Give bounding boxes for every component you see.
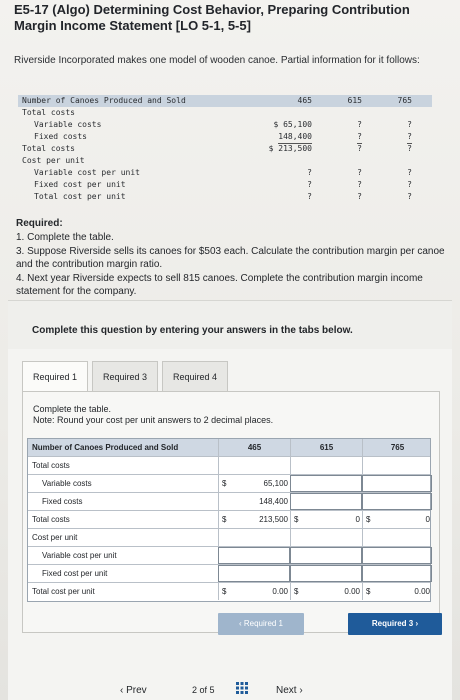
total-costs-465: $ 213,500 <box>218 511 290 528</box>
prev-required-button[interactable]: ‹ Required 1 <box>218 613 304 635</box>
currency-symbol: $ <box>222 479 227 488</box>
tab-panel: Complete the table. Note: Round your cos… <box>22 391 440 633</box>
instructions: Complete the table. Note: Round your cos… <box>33 404 273 426</box>
problem-row: Fixed costs 148,400 ? ? <box>18 131 432 144</box>
variable-costs-615-input[interactable] <box>290 475 362 492</box>
page-indicator: 2 of 5 <box>192 685 215 695</box>
table-row: Variable costs $ 65,100 <box>28 475 432 493</box>
table-row: Variable cost per unit <box>28 547 432 565</box>
required-item: 1. Complete the table. <box>16 232 114 243</box>
problem-row: Total costs <box>22 108 75 117</box>
next-question-button[interactable]: Next › <box>276 685 303 696</box>
currency-symbol: $ <box>222 587 227 596</box>
next-required-button[interactable]: Required 3 › <box>348 613 442 635</box>
problem-row: Cost per unit <box>22 156 85 165</box>
fixed-cpu-615-input[interactable] <box>290 565 362 582</box>
currency-symbol: $ <box>222 515 227 524</box>
total-cpu-615: $ 0.00 <box>290 583 362 600</box>
table-row: Fixed cost per unit <box>28 565 432 583</box>
answer-header-row: Number of Canoes Produced and Sold 465 6… <box>28 439 430 457</box>
total-cpu-465: $ 0.00 <box>218 583 290 600</box>
currency-symbol: $ <box>294 515 299 524</box>
variable-cpu-615-input[interactable] <box>290 547 362 564</box>
card-heading-text: Complete this question by entering your … <box>32 325 353 336</box>
tab-required-3[interactable]: Required 3 <box>92 361 158 391</box>
problem-intro: Riverside Incorporated makes one model o… <box>14 55 420 66</box>
card-heading: Complete this question by entering your … <box>8 301 452 349</box>
problem-row: Number of Canoes Produced and Sold 465 6… <box>18 95 432 107</box>
tab-required-1[interactable]: Required 1 <box>22 361 88 393</box>
fixed-costs-465: 148,400 <box>218 493 290 510</box>
fixed-cpu-465-input[interactable] <box>218 565 290 582</box>
problem-row: Total costs $ 213,500 ? ? <box>22 144 412 153</box>
fixed-costs-765-input[interactable] <box>362 493 432 510</box>
variable-cpu-765-input[interactable] <box>362 547 432 564</box>
currency-symbol: $ <box>294 587 299 596</box>
table-row: Total costs <box>28 457 430 475</box>
instruction-line: Complete the table. <box>33 404 112 414</box>
table-row: Total costs $ 213,500 $ 0 $ 0 <box>28 511 430 529</box>
table-row: Total cost per unit $ 0.00 $ 0.00 $ 0.00 <box>28 583 430 601</box>
total-costs-765: $ 0 <box>362 511 432 528</box>
table-row: Fixed costs 148,400 <box>28 493 432 511</box>
answer-header-label: Number of Canoes Produced and Sold <box>32 443 179 452</box>
tab-required-4[interactable]: Required 4 <box>162 361 228 391</box>
required-section: Required: 1. Complete the table. 3. Supp… <box>16 217 448 299</box>
col-header: 615 <box>290 439 362 456</box>
problem-row: Fixed cost per unit ? ? ? <box>34 180 412 189</box>
currency-symbol: $ <box>366 515 371 524</box>
variable-costs-765-input[interactable] <box>362 475 432 492</box>
question-card: Complete this question by entering your … <box>8 300 452 700</box>
problem-row: Variable costs $ 65,100 ? ? <box>34 120 412 129</box>
problem-title: E5-17 (Algo) Determining Cost Behavior, … <box>14 2 410 33</box>
fixed-costs-615-input[interactable] <box>290 493 362 510</box>
grid-view-icon[interactable] <box>236 682 248 694</box>
total-costs-615: $ 0 <box>290 511 362 528</box>
problem-data-table: Number of Canoes Produced and Sold 465 6… <box>18 95 432 203</box>
answer-table: Number of Canoes Produced and Sold 465 6… <box>27 438 432 602</box>
table-row: Cost per unit <box>28 529 430 547</box>
prev-question-button[interactable]: ‹ Prev <box>120 685 147 696</box>
variable-costs-465: $ 65,100 <box>218 475 290 492</box>
problem-row: Total cost per unit ? ? ? <box>34 192 412 201</box>
required-heading: Required: <box>16 218 63 229</box>
variable-cpu-465-input[interactable] <box>218 547 290 564</box>
total-cpu-765: $ 0.00 <box>362 583 432 600</box>
currency-symbol: $ <box>366 587 371 596</box>
problem-row: Variable cost per unit ? ? ? <box>34 168 412 177</box>
footer-nav: ‹ Prev 2 of 5 Next › <box>0 676 460 700</box>
required-item: 4. Next year Riverside expects to sell 8… <box>16 273 423 297</box>
col-header: 765 <box>362 439 432 456</box>
required-item: 3. Suppose Riverside sells its canoes fo… <box>16 246 445 270</box>
col-header: 465 <box>218 439 290 456</box>
rounding-note: Note: Round your cost per unit answers t… <box>33 415 274 425</box>
fixed-cpu-765-input[interactable] <box>362 565 432 582</box>
